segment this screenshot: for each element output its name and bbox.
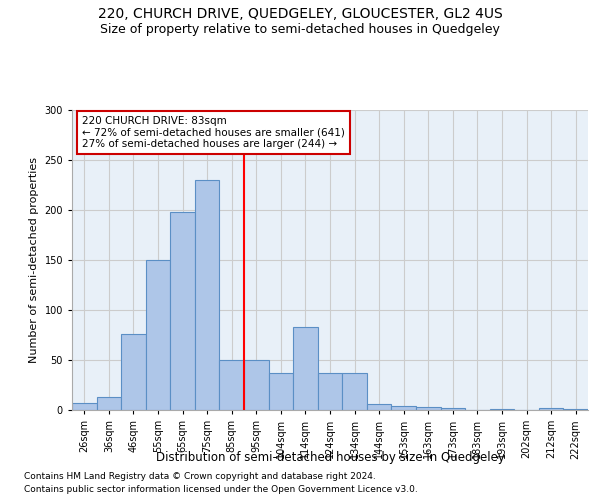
Bar: [97, 397, 121, 410]
Text: Contains public sector information licensed under the Open Government Licence v3: Contains public sector information licen…: [24, 485, 418, 494]
Bar: [490, 409, 514, 410]
Bar: [195, 180, 220, 410]
Bar: [367, 404, 391, 410]
Text: Size of property relative to semi-detached houses in Quedgeley: Size of property relative to semi-detach…: [100, 22, 500, 36]
Bar: [121, 334, 146, 410]
Bar: [269, 373, 293, 410]
Bar: [293, 327, 318, 410]
Bar: [146, 260, 170, 410]
Text: Distribution of semi-detached houses by size in Quedgeley: Distribution of semi-detached houses by …: [155, 451, 505, 464]
Bar: [342, 373, 367, 410]
Bar: [170, 212, 195, 410]
Bar: [244, 360, 269, 410]
Bar: [72, 403, 97, 410]
Text: Contains HM Land Registry data © Crown copyright and database right 2024.: Contains HM Land Registry data © Crown c…: [24, 472, 376, 481]
Bar: [416, 407, 440, 410]
Text: 220, CHURCH DRIVE, QUEDGELEY, GLOUCESTER, GL2 4US: 220, CHURCH DRIVE, QUEDGELEY, GLOUCESTER…: [98, 8, 502, 22]
Bar: [563, 409, 588, 410]
Bar: [440, 408, 465, 410]
Y-axis label: Number of semi-detached properties: Number of semi-detached properties: [29, 157, 39, 363]
Bar: [539, 408, 563, 410]
Bar: [220, 360, 244, 410]
Text: 220 CHURCH DRIVE: 83sqm
← 72% of semi-detached houses are smaller (641)
27% of s: 220 CHURCH DRIVE: 83sqm ← 72% of semi-de…: [82, 116, 345, 149]
Bar: [391, 406, 416, 410]
Bar: [318, 373, 342, 410]
